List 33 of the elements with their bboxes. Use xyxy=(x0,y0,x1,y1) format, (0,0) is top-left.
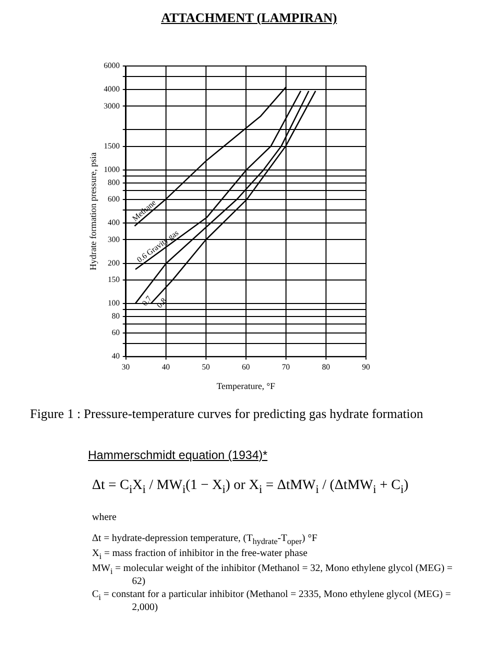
y-tick-label: 60 xyxy=(112,328,120,338)
y-tick-label: 3000 xyxy=(104,101,120,110)
y-tick-label: 80 xyxy=(112,311,120,320)
y-tick-label: 800 xyxy=(108,178,120,187)
x-tick-label: 70 xyxy=(282,362,290,372)
y-tick-label: 6000 xyxy=(104,61,120,70)
text: where xyxy=(92,512,118,523)
text: C$_{i}$ = constant for a particular inhibitor (Methanol = 2335, Mono ethylene glycol (MEG) = 2,000) xyxy=(92,588,452,613)
text: Δt = hydrate-depression temperature, (T$_{hydrate}$-T$_{oper}$) °F xyxy=(92,532,318,546)
x-tick-label: 30 xyxy=(122,362,130,372)
text: Δt = C$_{i}$X$_{i}$ / MW$_{i}$(1 − X$_{i}$) or X$_{i}$ = ΔtMW$_{i}$ / (ΔtMW$_{i}$ + C$_{i}$) xyxy=(92,478,408,496)
text: Hammerschmidt equation (1934)* xyxy=(88,448,268,462)
y-tick-label: 1000 xyxy=(104,165,120,174)
x-tick-label: 90 xyxy=(362,362,370,372)
x-axis-title: Temperature, °F xyxy=(216,380,276,391)
y-tick-label: 40 xyxy=(112,352,120,361)
x-tick-label: 60 xyxy=(242,362,250,372)
text: MW$_{i}$ = molecular weight of the inhibitor (Methanol = 32, Mono ethylene glycol (MEG) = 62) xyxy=(92,562,454,587)
caption: Figure 1 : Pressure-temperature curves for predicting gas hydrate formation xyxy=(30,406,424,422)
x-tick-label: 50 xyxy=(202,362,210,372)
y-tick-label: 300 xyxy=(108,234,120,244)
y-tick-label: 600 xyxy=(108,194,120,204)
y-tick-label: 400 xyxy=(108,218,120,228)
y-tick-label: 4000 xyxy=(104,84,120,94)
x-tick-label: 40 xyxy=(162,362,170,372)
y-axis-title: Hydrate formation pressure, psia xyxy=(88,152,98,270)
y-tick-label: 200 xyxy=(108,258,120,268)
chart-title: ATTACHMENT (LAMPIRAN) xyxy=(160,10,338,26)
y-tick-label: 150 xyxy=(108,275,120,284)
y-tick-label: 1500 xyxy=(104,141,120,150)
y-tick-label: 100 xyxy=(108,298,120,308)
text: X$_{i}$ = mass fraction of inhibitor in the free-water phase xyxy=(92,548,308,561)
x-tick-label: 80 xyxy=(322,362,330,372)
